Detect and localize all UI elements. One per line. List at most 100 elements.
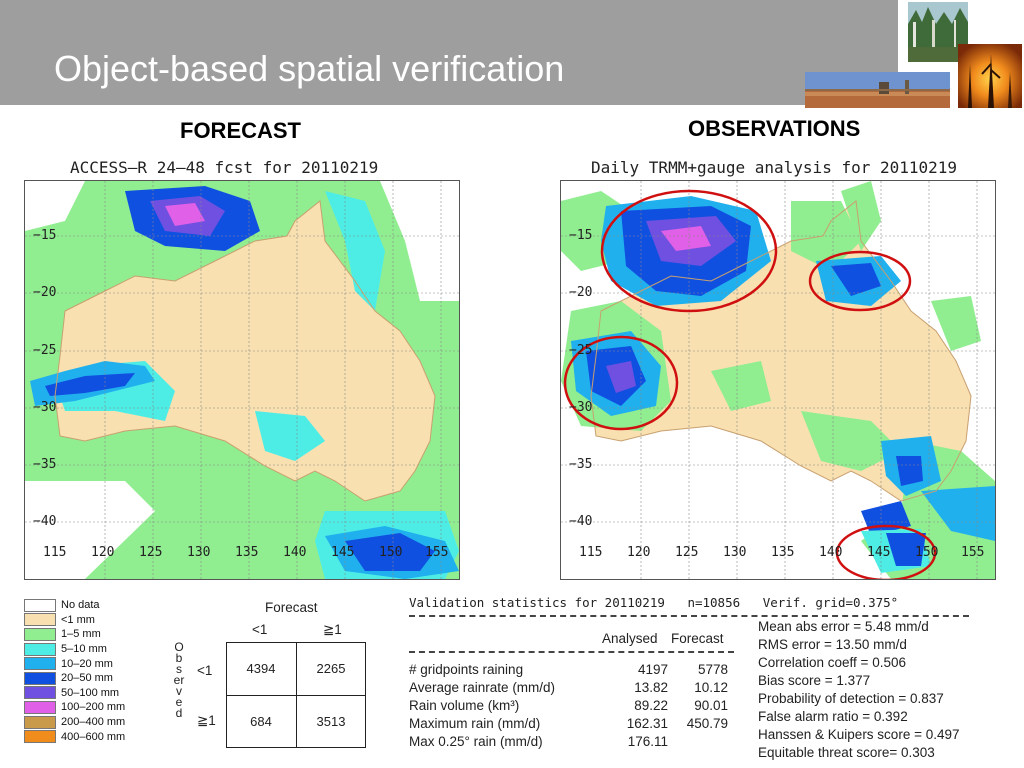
stat-row-analysed: 89.22: [634, 698, 668, 713]
legend-label: <1 mm: [61, 613, 95, 626]
score-line: False alarm ratio = 0.392: [758, 709, 908, 724]
score-line: Probability of detection = 0.837: [758, 691, 944, 706]
lon-label: 120: [91, 545, 115, 560]
forecast-rain-field: [25, 181, 459, 579]
lon-label: 135: [235, 545, 259, 560]
legend-swatch: [24, 671, 56, 685]
observations-rain-field: [561, 181, 995, 579]
legend-item: 200–400 mm: [24, 715, 125, 730]
stat-row-forecast: 5778: [697, 662, 728, 677]
lat-label: −30: [33, 400, 57, 415]
legend-label: No data: [61, 599, 100, 612]
legend-swatch: [24, 627, 56, 641]
lat-label: −30: [569, 400, 593, 415]
score-line: Mean abs error = 5.48 mm/d: [758, 619, 929, 634]
lat-label: −40: [569, 514, 593, 529]
legend-item: 100–200 mm: [24, 700, 125, 715]
lon-label: 155: [425, 545, 449, 560]
contingency-grid: [226, 642, 366, 748]
legend-label: 400–600 mm: [61, 730, 126, 743]
lon-label: 115: [579, 545, 603, 560]
rainfall-legend: No data <1 mm 1–5 mm 5–10 mm 10–20 mm 20…: [24, 598, 125, 744]
lon-label: 130: [187, 545, 211, 560]
lat-label: −35: [33, 457, 57, 472]
contingency-table: Forecast <1 ≧1 Observed <1 ≧1 4394 2265 …: [170, 596, 380, 756]
col-header-ge1: ≧1: [323, 622, 342, 637]
row-header-ge1: ≧1: [197, 713, 216, 728]
lat-label: −15: [33, 228, 57, 243]
lat-label: −15: [569, 228, 593, 243]
stat-row-forecast: 90.01: [694, 698, 728, 713]
stats-table-divider: [409, 651, 734, 653]
cell-false-alarms: 2265: [316, 661, 346, 676]
score-line: Equitable threat score= 0.303: [758, 745, 935, 760]
legend-label: 10–20 mm: [61, 657, 113, 670]
title-bar: [0, 0, 898, 105]
legend-item: 20–50 mm: [24, 671, 125, 686]
legend-item: 5–10 mm: [24, 642, 125, 657]
col-header-lt1: <1: [252, 622, 268, 637]
lat-label: −35: [569, 457, 593, 472]
legend-item: <1 mm: [24, 613, 125, 628]
farmland-photo: [805, 72, 950, 108]
legend-item: 1–5 mm: [24, 627, 125, 642]
observations-map: −15 −20 −25 −30 −35 −40 115 120 125 130 …: [560, 180, 996, 580]
stats-divider: [409, 615, 969, 617]
lon-label: 130: [723, 545, 747, 560]
stat-row-analysed: 4197: [637, 662, 668, 677]
legend-label: 5–10 mm: [61, 643, 107, 656]
score-line: Correlation coeff = 0.506: [758, 655, 906, 670]
stat-row-label: Rain volume (km³): [409, 698, 520, 713]
legend-swatch: [24, 642, 56, 656]
lon-label: 140: [819, 545, 843, 560]
cell-hits-no: 4394: [246, 661, 276, 676]
forecast-map-title: ACCESS–R 24–48 fcst for 20110219: [70, 158, 379, 177]
lon-label: 125: [675, 545, 699, 560]
forecast-heading: FORECAST: [180, 118, 301, 143]
lon-label: 145: [331, 545, 355, 560]
lon-label: 125: [139, 545, 163, 560]
legend-swatch: [24, 613, 56, 627]
stat-row-analysed: 13.82: [634, 680, 668, 695]
legend-item: 400–600 mm: [24, 729, 125, 744]
stat-row-forecast: 10.12: [694, 680, 728, 695]
lat-label: −25: [569, 343, 593, 358]
stats-col-analysed: Analysed: [602, 631, 658, 646]
stat-row-label: Maximum rain (mm/d): [409, 716, 541, 731]
legend-swatch: [24, 598, 56, 612]
grid-hline: [227, 695, 365, 696]
legend-label: 50–100 mm: [61, 686, 120, 699]
observations-heading: OBSERVATIONS: [688, 116, 861, 141]
stat-row-label: # gridpoints raining: [409, 662, 524, 677]
lon-label: 115: [43, 545, 67, 560]
forest-photo: [908, 2, 968, 62]
legend-swatch: [24, 715, 56, 729]
lon-label: 135: [771, 545, 795, 560]
observed-axis-label: Observed: [173, 641, 185, 719]
legend-label: 20–50 mm: [61, 672, 113, 685]
lon-label: 145: [867, 545, 891, 560]
legend-item: 10–20 mm: [24, 656, 125, 671]
legend-label: 200–400 mm: [61, 716, 126, 729]
legend-swatch: [24, 657, 56, 671]
legend-swatch: [24, 730, 56, 744]
legend-label: 1–5 mm: [61, 628, 101, 641]
bushfire-photo: [958, 44, 1022, 108]
stat-row-forecast: 450.79: [686, 716, 728, 731]
stat-row-analysed: 176.11: [627, 734, 668, 749]
forecast-map: −15 −20 −25 −30 −35 −40 115 120 125 130 …: [24, 180, 460, 580]
legend-item: No data: [24, 598, 125, 613]
lat-label: −40: [33, 514, 57, 529]
lat-label: −25: [33, 343, 57, 358]
lat-label: −20: [569, 285, 593, 300]
score-line: Bias score = 1.377: [758, 673, 871, 688]
legend-swatch: [24, 700, 56, 714]
stat-row-label: Max 0.25° rain (mm/d): [409, 734, 543, 749]
forecast-axis-label: Forecast: [265, 600, 318, 615]
lat-label: −20: [33, 285, 57, 300]
west-object-circle: [563, 335, 679, 431]
cell-misses: 684: [250, 714, 272, 729]
stats-col-forecast: Forecast: [671, 631, 724, 646]
score-line: Hanssen & Kuipers score = 0.497: [758, 727, 960, 742]
stats-header: Validation statistics for 20110219 n=108…: [409, 595, 899, 610]
